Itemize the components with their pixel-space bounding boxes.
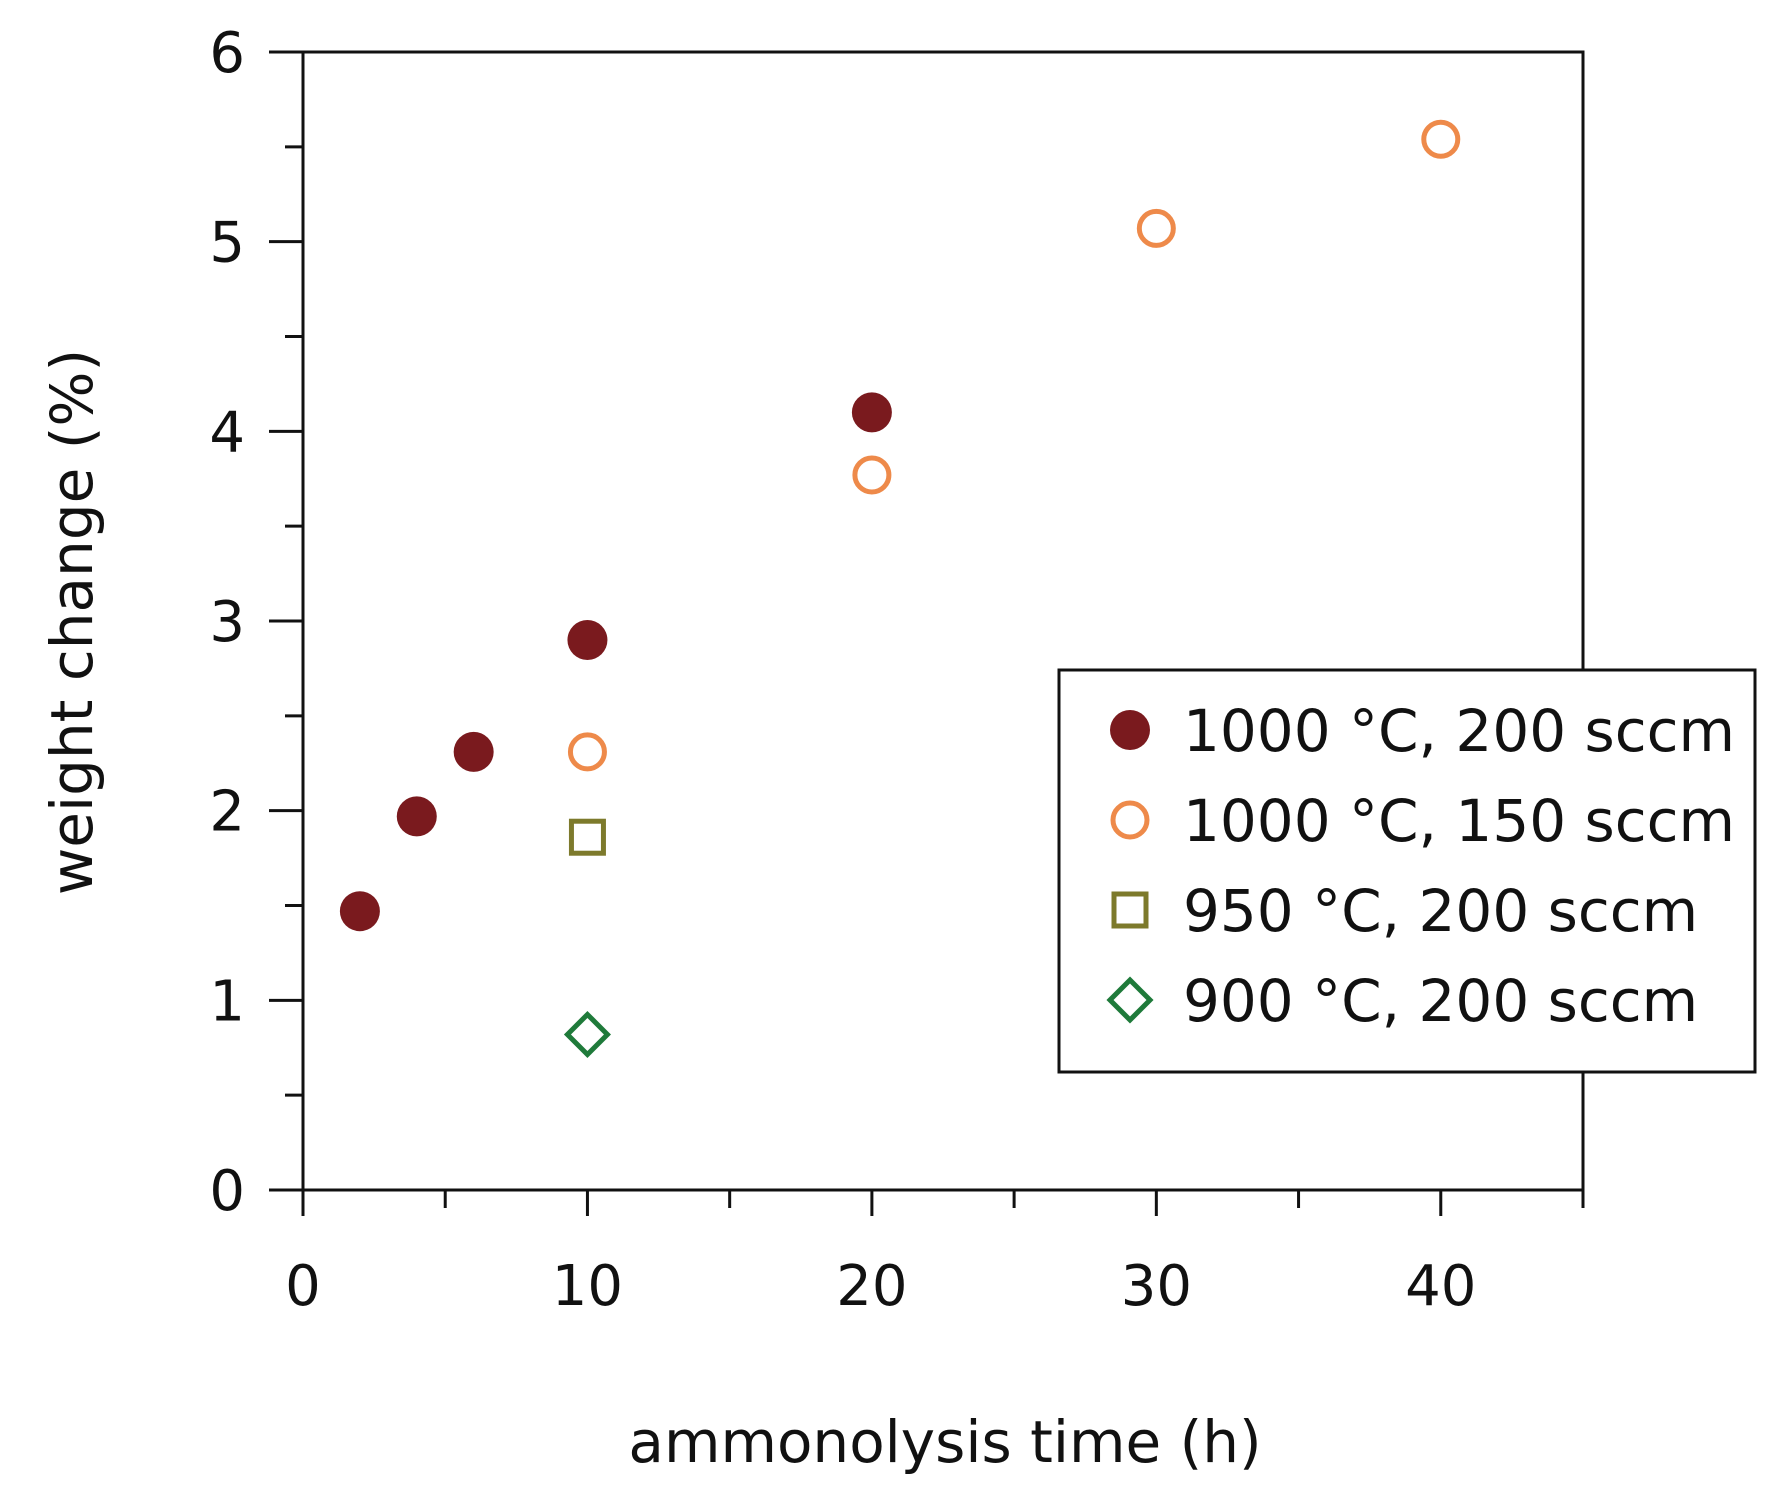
y-tick-label: 1: [209, 969, 245, 1034]
x-axis: 0 10 20 30 40: [285, 1190, 1585, 1319]
data-point: [567, 732, 607, 772]
y-tick-label: 6: [209, 21, 245, 86]
y-axis-title: weight change (%): [38, 349, 106, 895]
series-4: [563, 1010, 611, 1059]
data-point: [1421, 119, 1461, 159]
legend-marker: [1111, 891, 1149, 929]
data-point: [852, 455, 892, 495]
x-axis-title: ammonolysis time (h): [628, 1408, 1261, 1476]
legend-label: 1000 °C, 200 sccm: [1183, 697, 1735, 765]
y-tick-label: 2: [209, 780, 245, 845]
data-point: [567, 619, 608, 660]
data-point: [453, 731, 494, 772]
y-tick-label: 3: [209, 590, 245, 655]
data-point: [396, 796, 437, 837]
data-point: [563, 1010, 611, 1059]
legend-marker: [1110, 800, 1150, 840]
legend-label: 1000 °C, 150 sccm: [1183, 787, 1735, 855]
x-tick-label: 20: [836, 1254, 907, 1319]
legend-box: [1057, 668, 1757, 1074]
x-tick-label: 30: [1121, 1254, 1192, 1319]
data-point: [339, 891, 380, 932]
legend-label: 950 °C, 200 sccm: [1183, 877, 1698, 945]
data-point: [851, 392, 892, 433]
y-tick-label: 0: [209, 1159, 245, 1224]
x-tick-label: 0: [285, 1254, 321, 1319]
y-tick-label: 4: [209, 400, 245, 465]
legend: 1000 °C, 200 sccm 1000 °C, 150 sccm 950 °C…: [1057, 668, 1757, 1074]
series-2: [567, 119, 1461, 772]
series-1: [339, 392, 892, 932]
data-point: [568, 818, 606, 856]
x-tick-label: 10: [552, 1254, 623, 1319]
legend-marker: [1106, 976, 1154, 1024]
x-tick-label: 40: [1405, 1254, 1476, 1319]
data-point: [1136, 208, 1176, 248]
y-axis: 0 1 2 3 4 5 6: [209, 21, 303, 1224]
y-tick-label: 5: [209, 211, 245, 276]
series-3: [568, 818, 606, 856]
data-points: [339, 119, 1461, 1059]
legend-marker: [1110, 710, 1150, 750]
legend-label: 900 °C, 200 sccm: [1183, 967, 1698, 1035]
